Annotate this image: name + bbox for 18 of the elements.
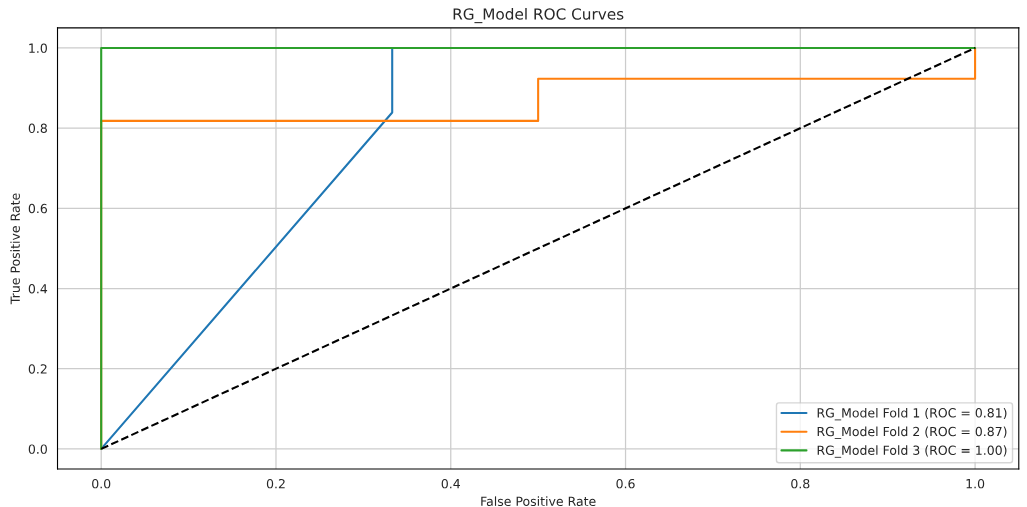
y-axis-title: True Positive Rate: [10, 193, 20, 305]
x-tick-label: 0.2: [266, 478, 285, 489]
x-tick-label: 0.4: [441, 478, 460, 489]
y-tick-label: 0.4: [28, 284, 48, 294]
y-tick-label: 0.6: [28, 203, 47, 214]
x-axis-title: False Positive Rate: [481, 496, 596, 507]
y-tick-label: 0.2: [28, 364, 47, 374]
legend-label: RG_Model Fold 1 (ROC = 0.81): [817, 407, 1007, 421]
legend-label: RG_Model Fold 3 (ROC = 1.00): [817, 445, 1007, 458]
x-tick-label: 0.0: [92, 478, 111, 489]
y-tick-label: 0.8: [28, 123, 47, 134]
chart-title: RG_Model ROC Curves: [453, 7, 624, 24]
y-tick-label: 0.0: [28, 444, 47, 454]
y-tick-label: 1.0: [29, 43, 47, 53]
legend-label: RG_Model Fold 2 (ROC = 0.87): [817, 426, 1007, 440]
x-tick-label: 0.8: [791, 478, 810, 489]
x-tick-label: 0.6: [616, 478, 635, 489]
x-tick-label: 1.0: [966, 478, 985, 489]
